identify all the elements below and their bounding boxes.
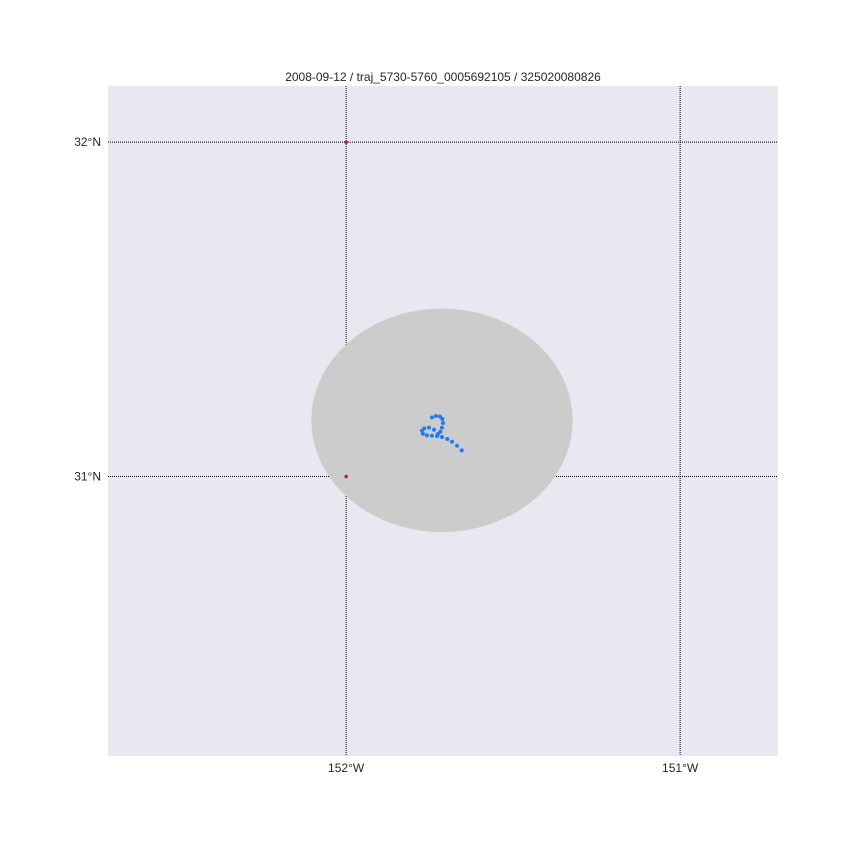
trajectory-point xyxy=(441,421,445,426)
trajectory-point xyxy=(426,425,431,430)
reference-markers xyxy=(344,140,348,479)
trajectory-point xyxy=(424,433,429,438)
trajectory-point xyxy=(422,426,427,431)
trajectory-point xyxy=(450,439,455,444)
trajectory-point xyxy=(455,443,460,448)
trajectory-point xyxy=(438,429,443,434)
longitude-label: 151°W xyxy=(662,761,699,775)
trajectory-point xyxy=(433,413,438,418)
trajectory-point xyxy=(439,435,444,440)
trajectory-point xyxy=(420,431,425,436)
latitude-label: 31°N xyxy=(74,469,101,483)
trajectory-point xyxy=(429,415,434,420)
reference-marker xyxy=(344,140,348,144)
trajectory-point xyxy=(437,414,442,419)
trajectory-track xyxy=(419,413,464,453)
map-title: 2008-09-12 / traj_5730-5760_0005692105 /… xyxy=(285,70,601,84)
latitude-label: 32°N xyxy=(74,135,101,149)
trajectory-point xyxy=(429,433,434,438)
trajectory-point xyxy=(459,448,464,453)
axis-labels: 152°W 151°W 32°N 31°N xyxy=(74,135,699,775)
trajectory-point xyxy=(431,427,436,432)
trajectory-point xyxy=(445,437,450,442)
trajectory-point xyxy=(439,425,444,430)
longitude-label: 152°W xyxy=(328,761,365,775)
reference-marker xyxy=(344,474,348,479)
